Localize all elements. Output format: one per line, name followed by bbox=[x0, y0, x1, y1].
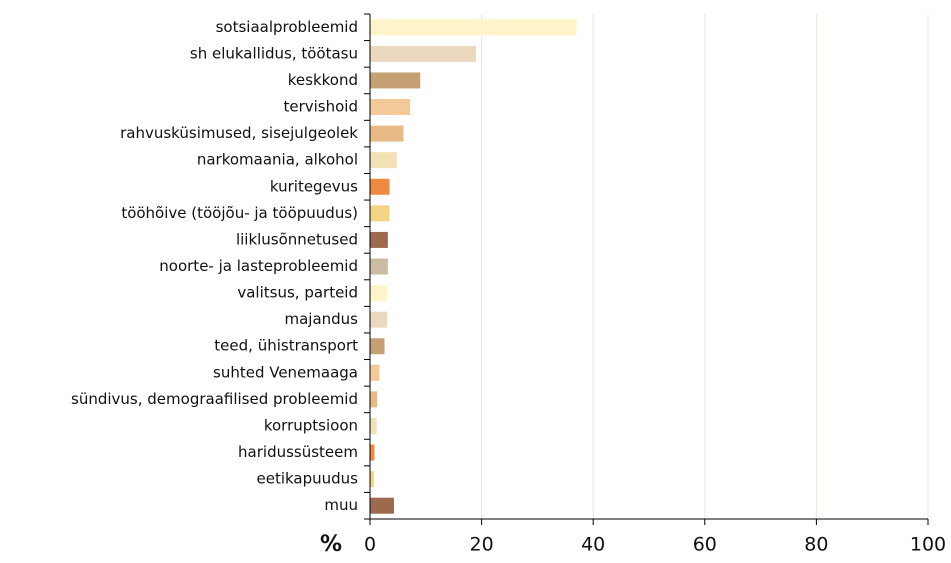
bar bbox=[370, 19, 577, 36]
bar bbox=[370, 178, 390, 195]
y-tick-label: muu bbox=[324, 496, 358, 514]
y-tick-label: sh elukallidus, töötasu bbox=[190, 44, 358, 62]
y-tick-label: keskkond bbox=[288, 71, 358, 89]
y-tick-label: tööhõive (tööjõu- ja tööpuudus) bbox=[121, 204, 358, 222]
bar bbox=[370, 311, 388, 328]
bar bbox=[370, 338, 385, 355]
bar bbox=[370, 205, 390, 222]
bar bbox=[370, 391, 378, 408]
bar bbox=[370, 471, 374, 488]
x-tick-label: 40 bbox=[581, 534, 605, 556]
y-tick-label: sündivus, demograafilised probleemid bbox=[71, 390, 358, 408]
y-tick-label: eetikapuudus bbox=[257, 470, 359, 488]
x-tick-label: 80 bbox=[804, 534, 828, 556]
bar bbox=[370, 99, 411, 116]
y-tick-label: liiklusõnnetused bbox=[236, 230, 358, 248]
bar bbox=[370, 45, 477, 62]
y-tick-label: valitsus, parteid bbox=[237, 284, 358, 302]
bar bbox=[370, 152, 397, 169]
x-axis-label: % bbox=[320, 532, 342, 557]
bar bbox=[370, 285, 388, 302]
x-tick-label: 100 bbox=[910, 534, 946, 556]
x-tick-label: 60 bbox=[693, 534, 717, 556]
bar bbox=[370, 444, 375, 461]
y-tick-label: majandus bbox=[284, 310, 358, 328]
y-tick-label: narkomaania, alkohol bbox=[197, 151, 358, 169]
x-tick-label: 0 bbox=[364, 534, 376, 556]
bar bbox=[370, 125, 404, 142]
y-tick-label: korruptsioon bbox=[264, 416, 358, 434]
y-tick-label: suhted Venemaaga bbox=[213, 363, 358, 381]
y-tick-label: tervishoid bbox=[283, 98, 358, 116]
bar bbox=[370, 72, 421, 89]
y-tick-label: teed, ühistransport bbox=[214, 337, 358, 355]
x-tick-label: 20 bbox=[470, 534, 494, 556]
bar bbox=[370, 364, 380, 381]
y-tick-label: noorte- ja lasteprobleemid bbox=[159, 257, 358, 275]
y-tick-label: kuritegevus bbox=[270, 177, 358, 195]
bar bbox=[370, 417, 377, 434]
y-tick-label: rahvusküsimused, sisejulgeolek bbox=[120, 124, 358, 142]
bar bbox=[370, 497, 394, 514]
y-tick-label: sotsiaalprobleemid bbox=[216, 18, 358, 36]
y-tick-label: haridussüsteem bbox=[238, 443, 358, 461]
bar bbox=[370, 258, 388, 275]
bar bbox=[370, 231, 388, 248]
